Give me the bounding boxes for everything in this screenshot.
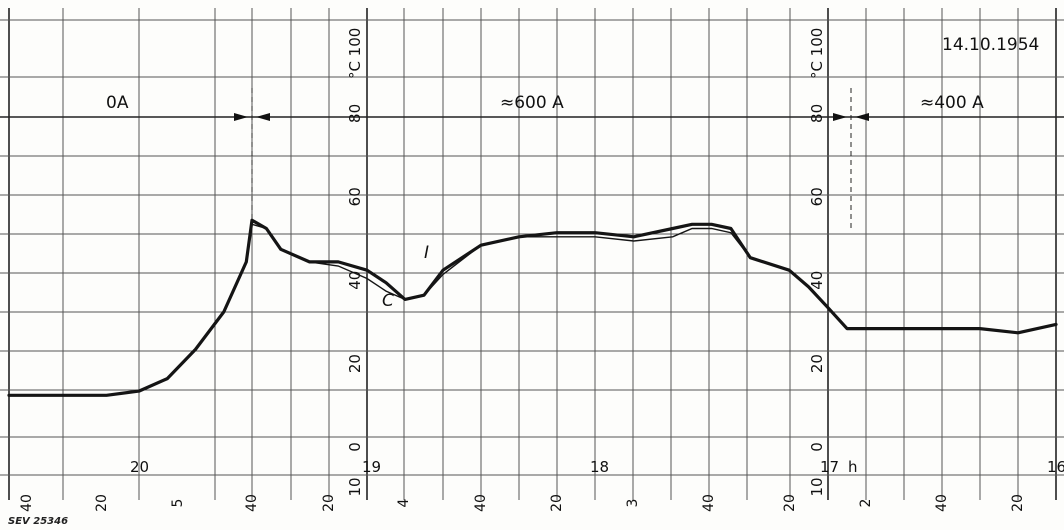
current-change-markers bbox=[234, 88, 869, 228]
minute-label-11: 2 bbox=[858, 499, 874, 508]
temp-tick-0-40: 40 bbox=[346, 271, 364, 290]
hour-label-0: 20 bbox=[130, 458, 149, 476]
curve-label-I: I bbox=[424, 243, 429, 263]
arrow-right-icon bbox=[234, 113, 248, 121]
arrow-left-icon bbox=[256, 113, 270, 121]
segment-label-0: 0A bbox=[106, 93, 129, 113]
temp-tick-1-0: 0 bbox=[808, 442, 826, 452]
minute-label-13: 20 bbox=[1010, 494, 1026, 512]
temp-tick-1-80: 80 bbox=[808, 104, 826, 123]
hour-label-2: 18 bbox=[590, 458, 609, 476]
minute-label-9: 40 bbox=[701, 494, 717, 512]
minute-label-8: 3 bbox=[625, 499, 641, 508]
temp-bottom-tick-0: 10 bbox=[346, 477, 364, 496]
minute-label-4: 20 bbox=[321, 494, 337, 512]
minute-label-3: 40 bbox=[244, 494, 260, 512]
temp-bottom-tick-1: 10 bbox=[808, 477, 826, 496]
minute-label-12: 40 bbox=[934, 494, 950, 512]
curve-I bbox=[7, 218, 1058, 397]
temp-tick-0-0: 0 bbox=[346, 442, 364, 452]
temp-unit-0: °C bbox=[346, 61, 364, 79]
curve-label-C: C bbox=[382, 291, 394, 311]
minute-label-7: 20 bbox=[549, 494, 565, 512]
hour-label-3: 17 bbox=[820, 458, 839, 476]
arrow-right-icon bbox=[833, 113, 847, 121]
arrow-left-icon bbox=[855, 113, 869, 121]
temp-tick-0-100: 100 bbox=[346, 28, 364, 57]
minute-label-0: 40 bbox=[19, 494, 35, 512]
hour-label-5: 16 bbox=[1047, 458, 1064, 476]
temp-tick-0-20: 20 bbox=[346, 354, 364, 373]
hour-label-1: 19 bbox=[362, 458, 381, 476]
segment-label-1: ≈600 A bbox=[500, 93, 564, 113]
minute-label-10: 20 bbox=[782, 494, 798, 512]
curve-C bbox=[9, 223, 1057, 396]
hour-label-4: h bbox=[848, 458, 858, 476]
chart-grid bbox=[0, 8, 1064, 500]
minute-label-2: 5 bbox=[170, 499, 186, 508]
minute-label-1: 20 bbox=[94, 494, 110, 512]
temp-tick-1-60: 60 bbox=[808, 187, 826, 206]
temp-unit-1: °C bbox=[808, 61, 826, 79]
minute-label-6: 40 bbox=[473, 494, 489, 512]
temp-tick-0-80: 80 bbox=[346, 104, 364, 123]
date-label: 14.10.1954 bbox=[942, 35, 1039, 55]
temp-tick-1-100: 100 bbox=[808, 28, 826, 57]
minute-label-5: 4 bbox=[396, 498, 412, 507]
temp-tick-0-60: 60 bbox=[346, 187, 364, 206]
temp-tick-1-20: 20 bbox=[808, 354, 826, 373]
chart-curves bbox=[7, 218, 1058, 397]
temp-tick-1-40: 40 bbox=[808, 271, 826, 290]
segment-label-2: ≈400 A bbox=[920, 93, 984, 113]
figure-id: SEV 25346 bbox=[8, 516, 68, 527]
